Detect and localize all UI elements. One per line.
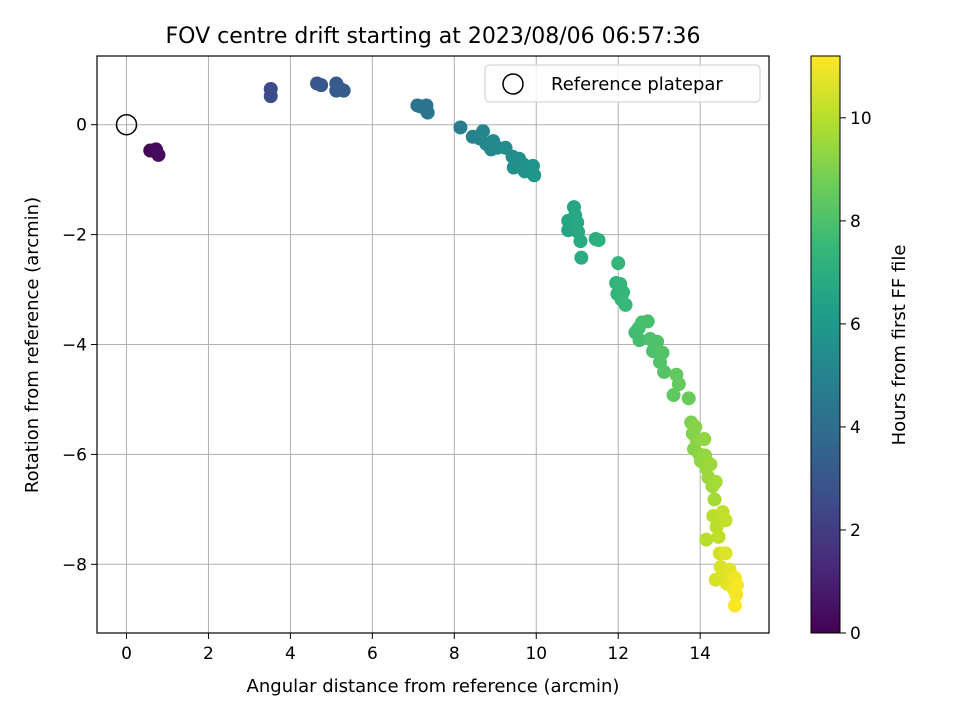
x-axis-ticks: 0 2 4 6 8 10 12 14	[121, 633, 711, 664]
scatter-points	[143, 76, 745, 613]
scatter-point	[688, 419, 703, 434]
colorbar-tick-label: 6	[850, 315, 861, 335]
scatter-point	[574, 250, 589, 265]
colorbar-tick-label: 8	[850, 212, 861, 232]
colorbar-label: Hours from first FF file	[889, 245, 910, 446]
legend-marker-open-circle	[502, 73, 524, 95]
scatter-point	[573, 234, 588, 249]
x-tick-label: 6	[367, 644, 378, 664]
x-tick-label: 4	[285, 644, 296, 664]
scatter-point	[681, 391, 696, 406]
y-tick-label: −4	[62, 336, 87, 356]
scatter-point	[730, 578, 745, 593]
x-tick-label: 0	[121, 644, 132, 664]
x-tick-label: 10	[525, 644, 547, 664]
scatter-point	[650, 334, 665, 349]
y-tick-label: −2	[62, 226, 87, 246]
scatter-point	[527, 168, 542, 183]
colorbar: 0 2 4 6 8 10 Hours from first FF file	[810, 55, 910, 644]
scatter-point	[707, 492, 722, 507]
x-axis-label: Angular distance from reference (arcmin)	[247, 676, 620, 697]
x-tick-label: 14	[689, 644, 711, 664]
scatter-point	[336, 83, 351, 98]
x-tick-label: 2	[203, 644, 214, 664]
y-tick-label: −8	[62, 555, 87, 575]
scatter-point	[616, 285, 631, 300]
scatter-point	[699, 532, 714, 547]
scatter-point	[697, 432, 712, 447]
chart-title: FOV centre drift starting at 2023/08/06 …	[166, 24, 701, 49]
legend-entry-label: Reference platepar	[551, 74, 723, 95]
scatter-point	[640, 314, 655, 329]
scatter-point	[655, 345, 670, 360]
scatter-point	[703, 457, 718, 472]
scatter-point	[708, 474, 723, 489]
legend-box	[484, 64, 761, 103]
grid-lines	[97, 56, 769, 633]
scatter-point	[718, 546, 733, 561]
legend: Reference platepar	[484, 64, 761, 103]
x-tick-label: 8	[449, 644, 460, 664]
colorbar-tick-label: 10	[850, 109, 872, 129]
y-axis-ticks: 0 −2 −4 −6 −8	[62, 116, 97, 575]
y-axis-label: Rotation from reference (arcmin)	[22, 197, 43, 493]
scatter-point	[453, 120, 468, 135]
y-tick-label: 0	[76, 116, 87, 136]
y-tick-label: −6	[62, 445, 87, 465]
scatter-point	[611, 256, 626, 271]
reference-platepar-marker	[115, 113, 138, 136]
scatter-point	[711, 529, 726, 544]
colorbar-ticks: 0 2 4 6 8 10	[840, 109, 872, 644]
x-tick-label: 12	[607, 644, 629, 664]
scatter-point	[314, 78, 329, 93]
scatter-point	[718, 513, 733, 528]
scatter-point	[727, 598, 742, 613]
scatter-point	[263, 89, 278, 104]
colorbar-gradient	[810, 55, 841, 634]
scatter-point	[632, 333, 647, 348]
scatter-point	[420, 105, 435, 120]
colorbar-tick-label: 4	[850, 418, 861, 438]
scatter-point	[618, 297, 633, 312]
scatter-point	[151, 147, 166, 162]
reference-marker-layer	[115, 113, 138, 136]
scatter-point	[671, 377, 686, 392]
scatter-point	[475, 124, 490, 139]
scatter-point	[666, 388, 681, 403]
colorbar-tick-label: 2	[850, 521, 861, 541]
colorbar-tick-label: 0	[850, 624, 861, 644]
scatter-point	[591, 233, 606, 248]
scatter-point	[657, 364, 672, 379]
